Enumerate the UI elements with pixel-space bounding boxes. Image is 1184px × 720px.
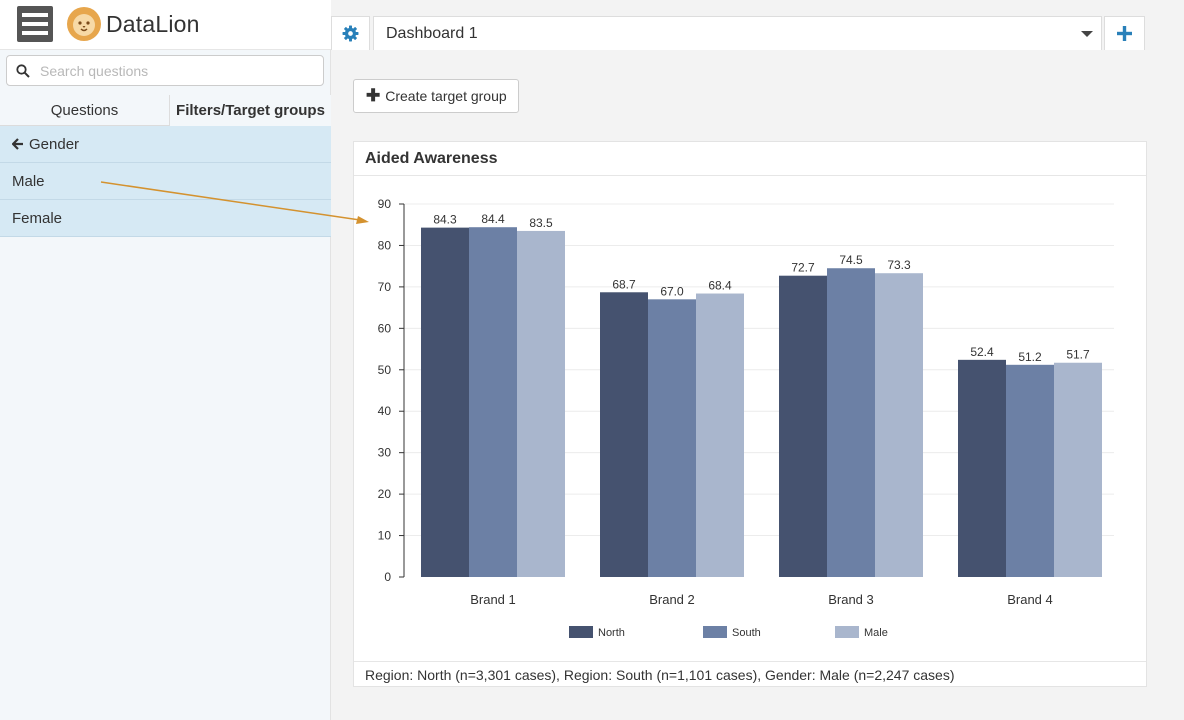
- data-label: 52.4: [970, 345, 994, 359]
- bar-south: [1006, 364, 1054, 577]
- data-label: 84.3: [433, 213, 457, 227]
- x-tick-label: Brand 4: [1007, 592, 1053, 607]
- plus-icon: [1117, 26, 1132, 41]
- legend-swatch-male: [835, 626, 859, 638]
- hamburger-menu-icon[interactable]: [17, 6, 53, 42]
- footer-divider: [354, 661, 1146, 662]
- dashboard-select-value: Dashboard 1: [386, 24, 478, 42]
- data-label: 68.4: [708, 279, 732, 293]
- legend-swatch-north: [569, 626, 593, 638]
- tab-filters-target-groups[interactable]: Filters/Target groups: [170, 95, 331, 126]
- bar-south: [827, 268, 875, 577]
- y-tick-label: 30: [378, 446, 392, 460]
- sidebar: DataLion Questions Filters/Target groups…: [0, 0, 331, 720]
- search-input[interactable]: [40, 60, 310, 82]
- x-tick-label: Brand 1: [470, 592, 516, 607]
- bar-south: [469, 227, 517, 577]
- plus-icon: ✚: [366, 86, 381, 105]
- y-tick-label: 10: [378, 529, 392, 543]
- panel-footer: Region: North (n=3,301 cases), Region: S…: [365, 667, 955, 683]
- data-label: 73.3: [887, 258, 911, 272]
- arrow-left-icon: [12, 138, 23, 150]
- create-target-group-label: Create target group: [385, 88, 507, 104]
- y-tick-label: 20: [378, 487, 392, 501]
- chevron-down-icon: [1081, 31, 1093, 37]
- data-label: 83.5: [529, 216, 553, 230]
- bar-north: [600, 292, 648, 577]
- legend-label-north: North: [598, 627, 625, 639]
- x-tick-label: Brand 2: [649, 592, 695, 607]
- bar-male: [696, 293, 744, 577]
- back-label: Gender: [29, 135, 80, 153]
- data-label: 67.0: [660, 284, 684, 298]
- dashboard-settings-button[interactable]: [331, 16, 370, 50]
- chart-panel: Aided Awareness 0 10 20 30 40 50 60 70 80 90 84.3 8…: [353, 141, 1147, 687]
- bar-south: [648, 299, 696, 577]
- x-tick-label: Brand 3: [828, 592, 874, 607]
- data-label: 74.5: [839, 253, 863, 267]
- legend-label-male: Male: [864, 627, 888, 639]
- list-item-male[interactable]: Male: [0, 163, 331, 200]
- bar-male: [517, 230, 565, 577]
- add-dashboard-button[interactable]: [1104, 16, 1145, 50]
- bar-north: [421, 227, 469, 577]
- panel-divider: [354, 175, 1146, 176]
- bar-male: [1054, 362, 1102, 577]
- back-to-gender[interactable]: Gender: [0, 126, 331, 163]
- create-target-group-button[interactable]: ✚ Create target group: [353, 79, 519, 113]
- dashboard-select[interactable]: Dashboard 1: [373, 16, 1102, 50]
- y-tick-label: 0: [384, 570, 391, 584]
- search-box: [6, 55, 324, 86]
- y-tick-label: 60: [378, 321, 392, 335]
- search-icon: [16, 64, 30, 78]
- bar-chart: 0 10 20 30 40 50 60 70 80 90 84.3 84.4 83.5 Brand 1 68…: [378, 197, 1114, 639]
- filter-list: Gender Male Female: [0, 126, 331, 237]
- tab-questions[interactable]: Questions: [0, 95, 170, 126]
- lion-logo-icon: [67, 7, 101, 41]
- list-item-female[interactable]: Female: [0, 200, 331, 237]
- bar-north: [779, 275, 827, 577]
- y-tick-label: 90: [378, 197, 392, 211]
- bar-north: [958, 359, 1006, 577]
- bar-male: [875, 273, 923, 577]
- data-label: 68.7: [612, 277, 636, 291]
- app-header: DataLion: [0, 0, 331, 50]
- y-tick-label: 80: [378, 238, 392, 252]
- data-label: 72.7: [791, 261, 815, 275]
- gear-icon: [342, 25, 359, 42]
- data-label: 84.4: [481, 212, 505, 226]
- panel-title: Aided Awareness: [365, 150, 498, 167]
- app-brand-name: DataLion: [106, 11, 200, 37]
- y-tick-label: 50: [378, 363, 392, 377]
- legend-label-south: South: [732, 627, 761, 639]
- legend-swatch-south: [703, 626, 727, 638]
- y-tick-label: 40: [378, 404, 392, 418]
- sidebar-tabs: Questions Filters/Target groups: [0, 95, 331, 126]
- data-label: 51.7: [1066, 348, 1090, 362]
- y-tick-label: 70: [378, 280, 392, 294]
- data-label: 51.2: [1018, 350, 1042, 364]
